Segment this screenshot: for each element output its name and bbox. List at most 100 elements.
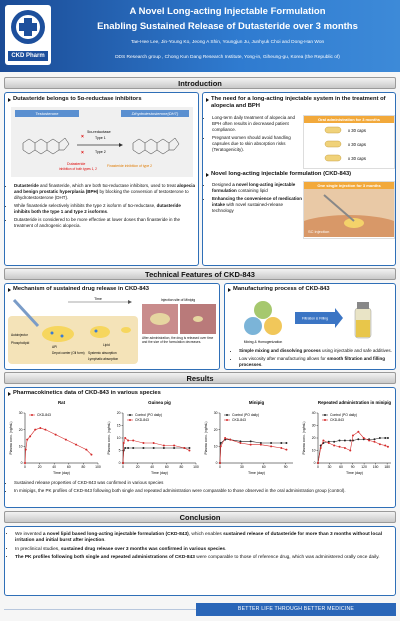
authors: Tae-Hee Lee, Jin-Young Ko, Jeong A Shin,… xyxy=(130,40,325,45)
data-point xyxy=(24,448,27,451)
capsule-icon xyxy=(324,126,342,134)
data-point xyxy=(351,439,354,442)
y-tick-label: 10 xyxy=(116,436,120,440)
mech-label: Lipid xyxy=(103,343,110,347)
capsule-icon xyxy=(324,140,342,148)
data-point xyxy=(373,440,376,443)
x-tick-label: 60 xyxy=(339,465,343,469)
data-point xyxy=(351,434,354,437)
data-point xyxy=(338,439,341,442)
label-box xyxy=(121,110,189,117)
series-line xyxy=(122,447,190,464)
bullet: While finasteride selectively inhibits t… xyxy=(14,203,198,215)
pk-chart: Repeated administration in minipig 0 10 20 3… xyxy=(302,400,391,475)
y-tick-label: 20 xyxy=(116,411,120,415)
bullet-list: Simple mixing and dissolving process usi… xyxy=(233,348,397,370)
data-point xyxy=(260,443,263,446)
ring xyxy=(156,138,170,155)
data-point xyxy=(188,449,191,452)
legend-label: Control (PO daily) xyxy=(232,413,259,417)
photo-caption: After administration, the drug is releas… xyxy=(142,336,214,345)
bullet-list: Designed a novel long-acting injectable … xyxy=(206,182,304,216)
text-span: Designed xyxy=(212,182,233,187)
data-point xyxy=(368,439,371,442)
data-point xyxy=(123,437,126,439)
y-axis-label: Plasma conc. (ng/mL) xyxy=(204,422,208,455)
text-span: Sustained release properties of CKD-843 … xyxy=(14,480,164,485)
process-circle xyxy=(254,301,272,319)
data-point xyxy=(64,438,67,441)
block-mark: × xyxy=(81,134,84,140)
data-point xyxy=(126,447,129,449)
capsule xyxy=(324,126,342,134)
data-point xyxy=(172,444,175,447)
mech-label: Autoinjector xyxy=(11,333,29,337)
type2: Type 2 xyxy=(95,150,106,154)
substrate: Testosterone xyxy=(36,111,60,116)
depot xyxy=(121,327,131,333)
capsule xyxy=(324,140,342,148)
emblem-cross xyxy=(19,23,37,31)
bullet: Designed a novel long-acting injectable … xyxy=(212,182,304,194)
finasteride: Finasteride inhibition of type 2 xyxy=(107,164,152,168)
panel-heading: Dutasteride belongs to 5α-reductase inhi… xyxy=(13,96,142,102)
text-span: In minipigs, the PK profiles of CKD-843 … xyxy=(14,488,346,494)
x-tick-label: 40 xyxy=(52,465,56,469)
affiliation: DDS Research group , Chong Kun Dang Rese… xyxy=(115,55,340,60)
text-span: We invented xyxy=(15,532,43,537)
mech-label: Systemic absorption xyxy=(88,351,117,355)
data-point xyxy=(75,443,78,446)
text-span: Enhancing the convenience of medication … xyxy=(212,196,303,208)
data-point xyxy=(131,447,134,449)
logo-text: CKD Pharm xyxy=(8,51,48,61)
ring xyxy=(58,137,70,151)
data-point xyxy=(122,442,125,444)
y-tick-label: 30 xyxy=(19,411,23,415)
legend-marker xyxy=(128,419,131,421)
subtitle: Enabling Sustained Release of Dutasterid… xyxy=(97,21,358,32)
block-mark: × xyxy=(81,150,84,156)
bullet-arrow xyxy=(206,173,209,177)
text-span: . xyxy=(261,362,263,368)
caps-label: x 30 caps xyxy=(348,127,366,133)
legend-marker xyxy=(31,414,33,416)
vial-cap xyxy=(357,302,369,309)
panel: Manufacturing process of CKD-843 Mixing … xyxy=(224,283,396,370)
panel: We invented a novel lipid based long-act… xyxy=(4,526,396,596)
text-span: sustained release of dutasteride for mor… xyxy=(15,532,382,544)
bullet: Dutasteride is considered to be more eff… xyxy=(14,217,198,229)
data-point xyxy=(357,430,360,433)
x-tick-label: 60 xyxy=(165,465,169,469)
data-point xyxy=(229,438,232,441)
data-point xyxy=(270,445,273,448)
x-axis-label: Time (day) xyxy=(53,471,70,475)
x-axis-label: Time (day) xyxy=(346,471,363,475)
y-tick-label: 20 xyxy=(214,428,218,432)
ring xyxy=(34,138,48,155)
panel-heading: The need for a long-acting injectable sy… xyxy=(211,96,386,110)
y-axis-label: Plasma conc. (ng/mL) xyxy=(9,422,13,455)
data-point xyxy=(121,462,124,464)
chart-title: Rat xyxy=(58,400,66,405)
text-span: Dutasteride is considered to be more eff… xyxy=(14,217,181,229)
text-span: Low viscosity after manufacturing allows… xyxy=(239,356,328,362)
text-span: . xyxy=(104,538,106,544)
data-point xyxy=(384,437,387,439)
data-point xyxy=(26,438,29,441)
pk-chart: Guinea pig 0 5 10 15 20 0 20 40 60 80 100 Time (day)… xyxy=(107,400,199,475)
x-tick-label: 20 xyxy=(135,465,139,469)
x-tick-label: 80 xyxy=(179,465,183,469)
bullet-arrow xyxy=(8,392,11,396)
bullet-arrow xyxy=(228,288,231,292)
data-point xyxy=(349,449,352,452)
x-tick-label: 80 xyxy=(82,465,86,469)
data-point xyxy=(333,444,336,447)
series-line xyxy=(220,439,287,464)
legend-marker xyxy=(226,414,229,416)
data-point xyxy=(386,445,389,448)
label-box xyxy=(15,110,79,117)
y-tick-label: 15 xyxy=(116,424,120,428)
ring xyxy=(144,138,158,155)
process-box xyxy=(295,312,335,324)
